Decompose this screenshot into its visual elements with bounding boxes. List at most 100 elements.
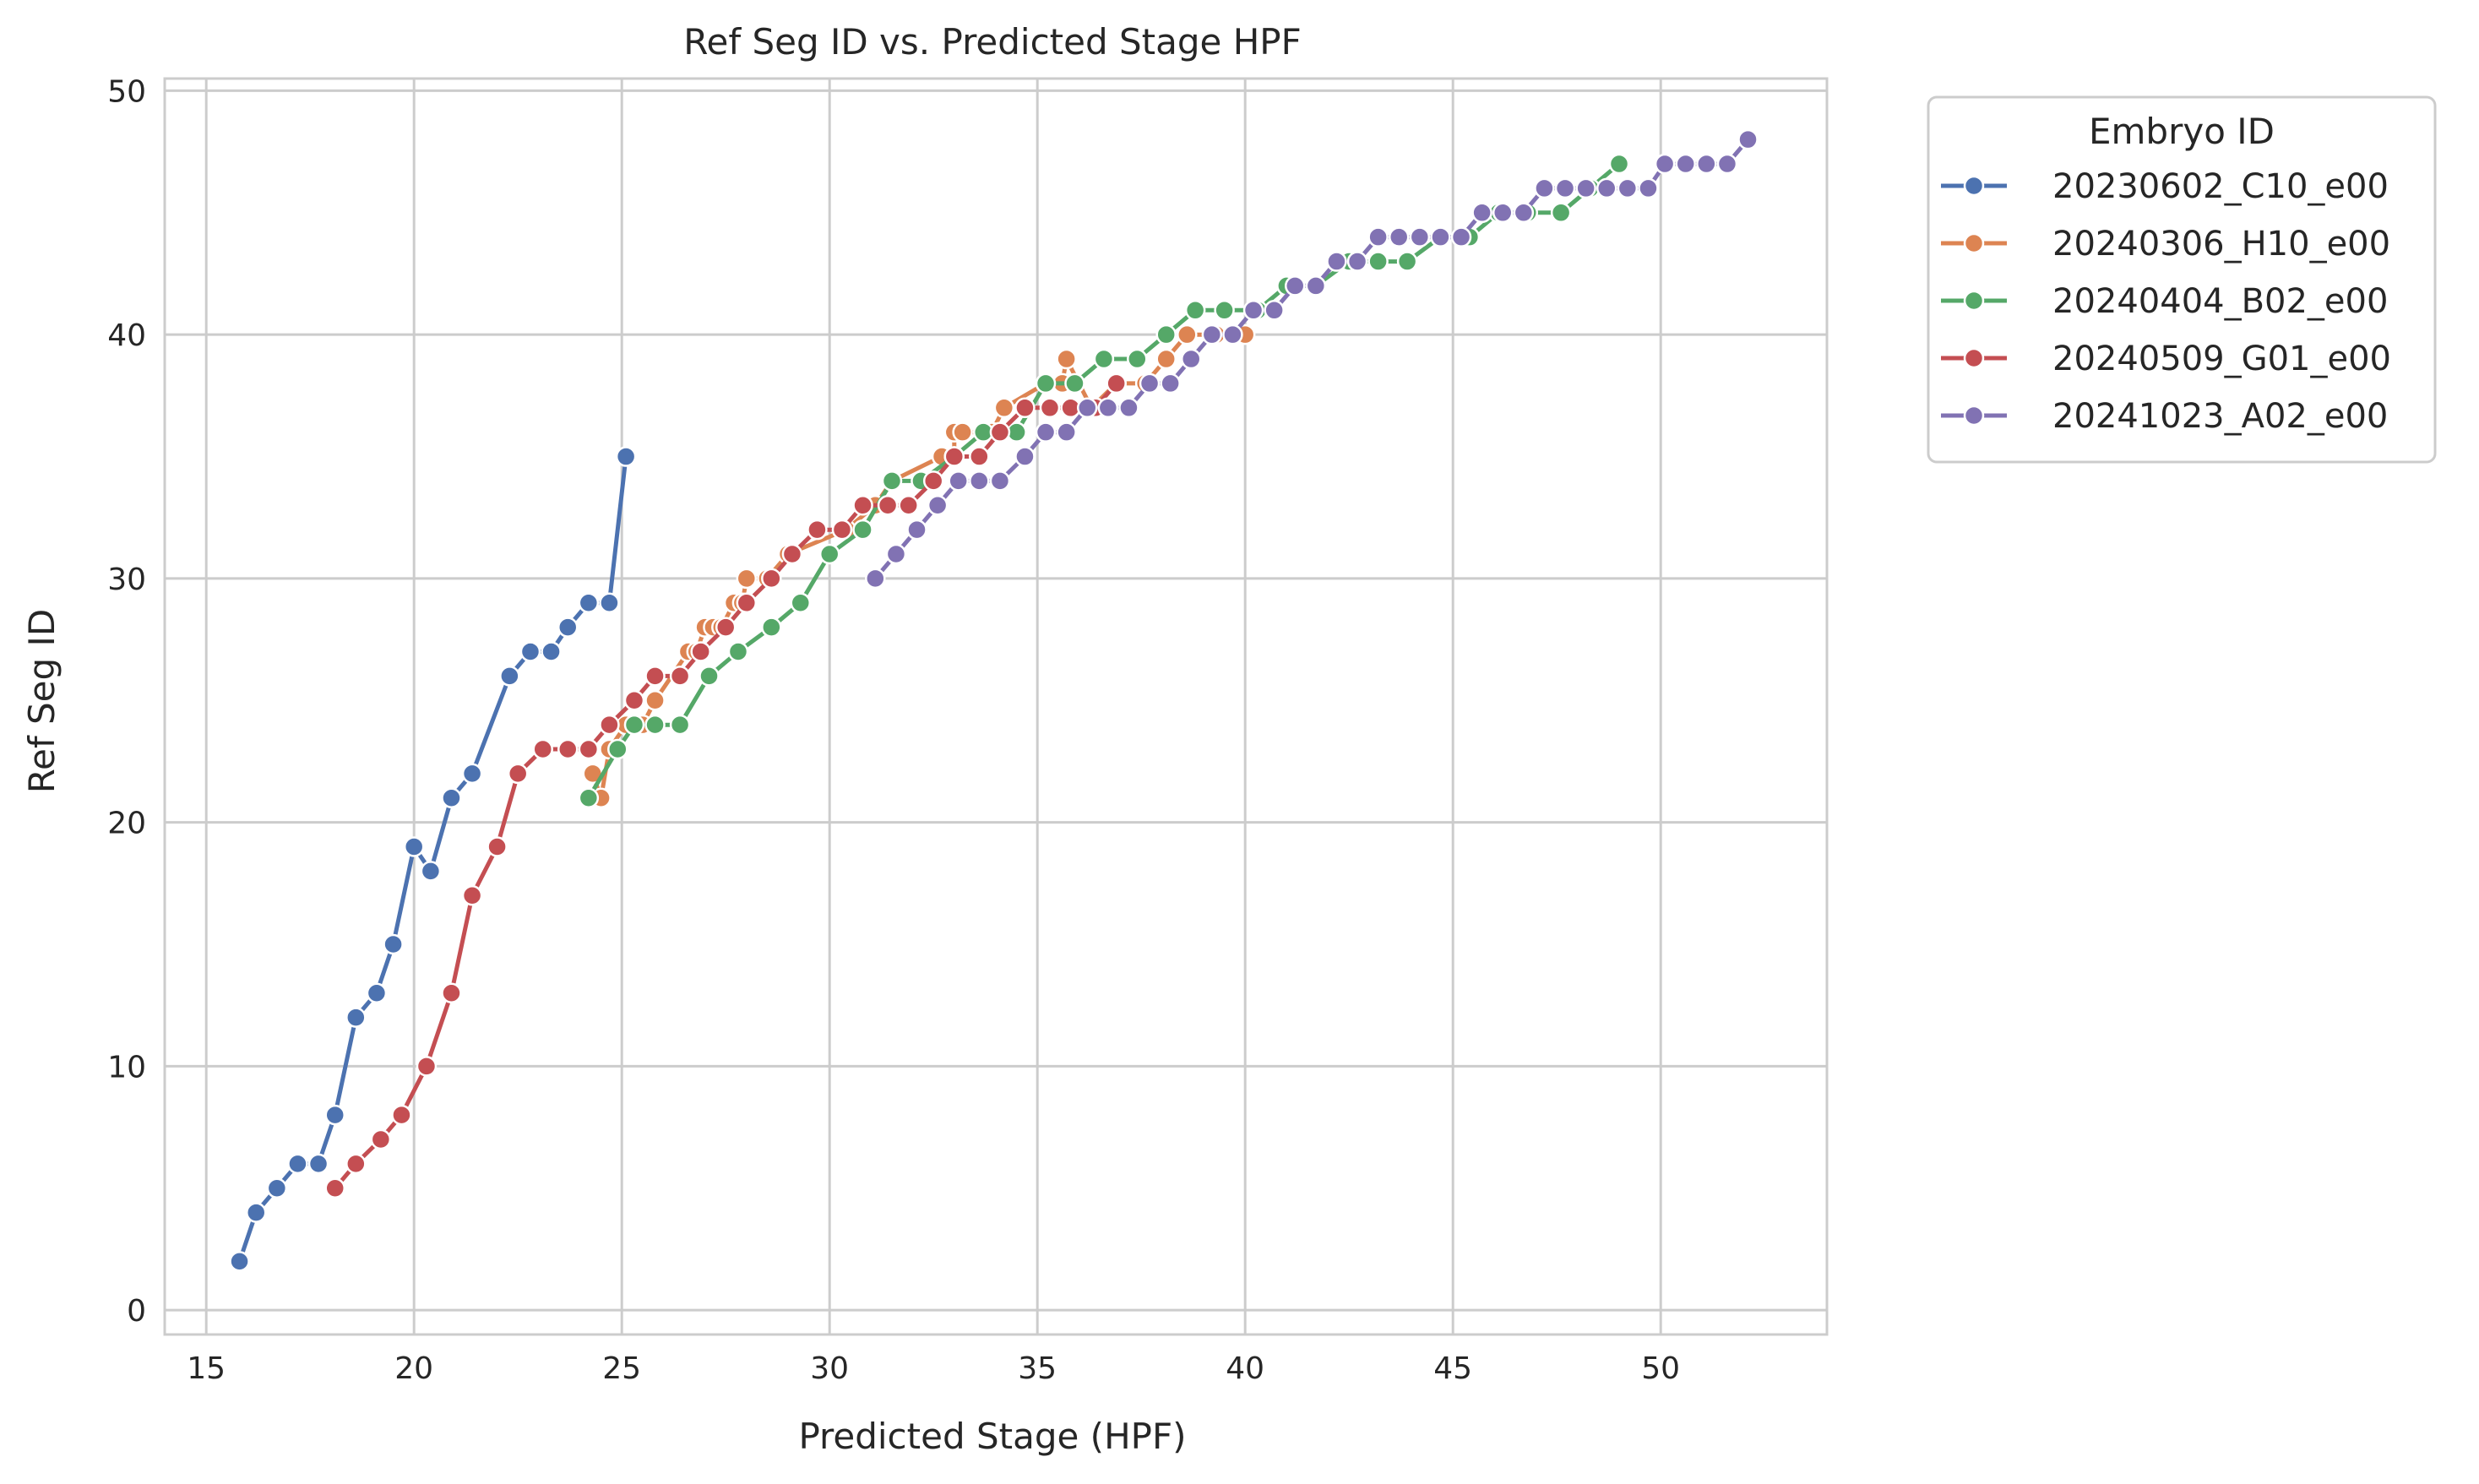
x-tick-label: 40: [1226, 1351, 1264, 1386]
data-point: [818, 543, 840, 565]
data-point: [1093, 348, 1115, 370]
data-point: [669, 714, 691, 736]
data-point: [1450, 226, 1472, 247]
data-point: [736, 592, 758, 614]
data-point: [1596, 177, 1617, 199]
data-point: [1396, 251, 1418, 272]
data-point: [1575, 177, 1596, 199]
y-tick-label: 10: [107, 1050, 146, 1084]
chart-title: Ref Seg ID vs. Predicted Stage HPF: [683, 21, 1302, 63]
x-tick-label: 45: [1433, 1351, 1472, 1386]
data-point: [1155, 348, 1177, 370]
series-group: [865, 128, 1759, 590]
data-point: [1326, 251, 1347, 272]
data-point: [943, 446, 965, 467]
data-point: [391, 1104, 412, 1126]
data-point: [1184, 300, 1206, 321]
data-point: [1097, 397, 1119, 419]
y-tick-label: 20: [107, 807, 146, 841]
data-point: [1014, 397, 1036, 419]
data-point: [370, 1128, 392, 1150]
data-point: [420, 861, 442, 882]
data-point: [403, 836, 425, 857]
data-point: [499, 666, 520, 687]
data-point: [487, 836, 508, 857]
data-point: [1139, 372, 1161, 394]
data-point: [948, 470, 969, 492]
x-axis-label: Predicted Stage (HPF): [798, 1416, 1186, 1457]
data-point: [557, 617, 579, 638]
legend-label: 20230602_C10_e00: [2052, 167, 2389, 206]
data-point: [690, 641, 711, 662]
data-point: [761, 617, 782, 638]
data-point: [1035, 421, 1057, 443]
data-point: [324, 1104, 345, 1126]
data-point: [969, 446, 990, 467]
legend-entry: 20230602_C10_e00: [1941, 167, 2389, 206]
legend-label: 20240509_G01_e00: [2052, 340, 2391, 378]
data-point: [699, 666, 720, 687]
data-point: [790, 592, 812, 614]
legend-marker: [1963, 405, 1985, 427]
x-tick-label: 20: [394, 1351, 433, 1386]
legend-marker: [1963, 232, 1985, 254]
data-point: [831, 519, 853, 541]
data-point: [324, 1177, 345, 1199]
data-point: [307, 1153, 329, 1175]
data-point: [993, 397, 1015, 419]
data-point: [1430, 226, 1451, 247]
data-point: [881, 470, 903, 492]
plot-frame: [163, 77, 1829, 1336]
data-point: [1264, 300, 1285, 321]
data-point: [557, 738, 579, 760]
legend-entry: 20240509_G01_e00: [1941, 340, 2391, 378]
data-point: [1617, 177, 1639, 199]
data-point: [266, 1177, 288, 1199]
data-point: [1106, 372, 1127, 394]
data-point: [727, 641, 749, 662]
data-point: [906, 519, 927, 541]
data-point: [1492, 202, 1514, 224]
data-point: [1035, 372, 1057, 394]
y-tick-label: 40: [107, 318, 146, 353]
data-point: [541, 641, 562, 662]
data-point: [644, 714, 666, 736]
y-tick-label: 50: [107, 74, 146, 109]
data-point: [781, 543, 803, 565]
legend-label: 20240306_H10_e00: [2052, 225, 2390, 264]
data-point: [644, 666, 666, 687]
data-point: [287, 1153, 308, 1175]
data-point: [461, 763, 483, 785]
data-point: [578, 738, 600, 760]
data-point: [1242, 300, 1264, 321]
data-point: [599, 592, 620, 614]
data-point: [989, 421, 1011, 443]
data-point: [1696, 153, 1717, 175]
data-point: [1737, 128, 1759, 150]
data-point: [507, 763, 529, 785]
data-point: [366, 982, 388, 1004]
x-tick-label: 35: [1018, 1351, 1057, 1386]
data-point: [1534, 177, 1555, 199]
data-point: [245, 1202, 267, 1223]
data-point: [441, 787, 462, 809]
data-point: [441, 982, 462, 1004]
data-point: [461, 885, 483, 906]
legend-entry: 20240306_H10_e00: [1941, 225, 2390, 264]
data-point: [952, 421, 973, 443]
data-point: [1222, 323, 1243, 345]
data-point: [807, 519, 828, 541]
data-point: [969, 470, 990, 492]
x-tick-label: 15: [187, 1351, 226, 1386]
data-point: [345, 1007, 367, 1028]
data-point: [623, 690, 645, 711]
x-tick-label: 50: [1641, 1351, 1680, 1386]
data-point: [989, 470, 1011, 492]
data-point: [715, 617, 737, 638]
data-point: [1388, 226, 1410, 247]
data-point: [1554, 177, 1576, 199]
legend: Embryo ID 20230602_C10_e00 20240306_H10_e…: [1927, 95, 2437, 464]
x-tick-label: 25: [602, 1351, 641, 1386]
data-point: [1180, 348, 1202, 370]
data-point: [852, 519, 873, 541]
